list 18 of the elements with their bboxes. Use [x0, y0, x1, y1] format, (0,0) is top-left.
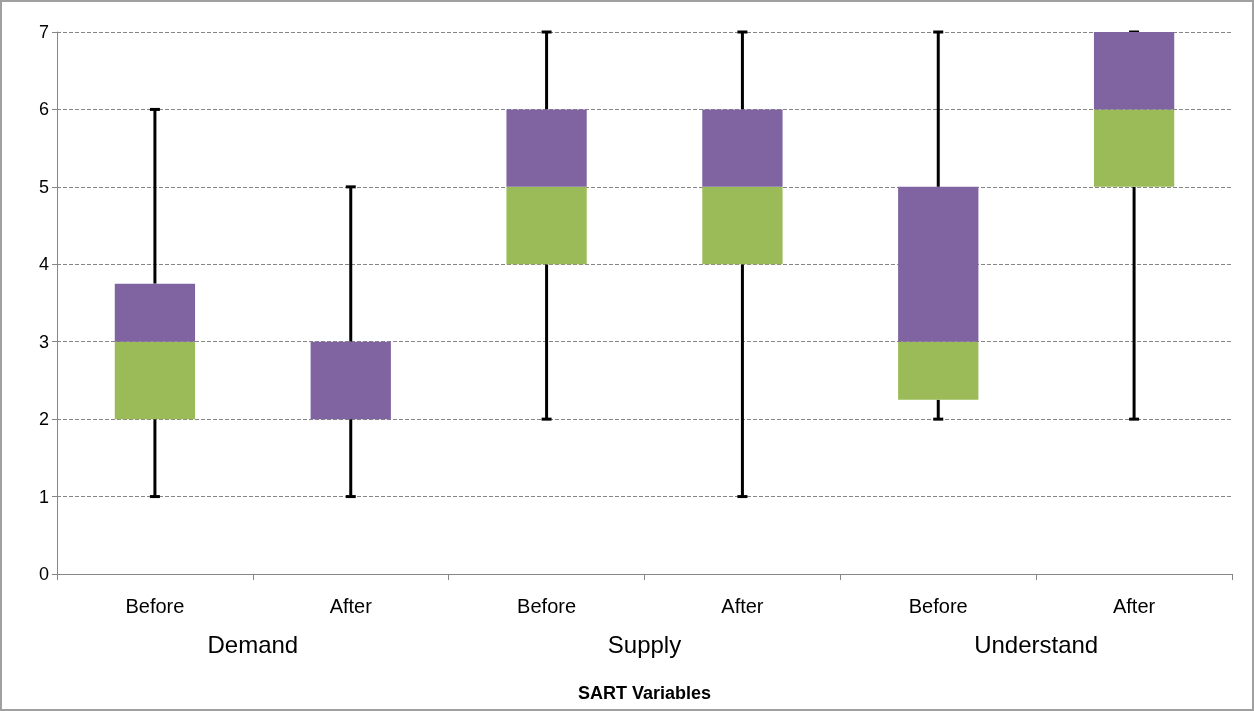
x-tick-label: Before [908, 595, 968, 617]
x-tick-label: After [721, 595, 764, 617]
x-tick-label: Before [517, 595, 577, 617]
y-tick-label: 0 [38, 564, 49, 584]
x-tick-label: After [1112, 595, 1156, 617]
y-tick-label: 7 [38, 22, 49, 42]
y-tick-label: 1 [38, 486, 49, 507]
y-tick-label: 4 [38, 254, 49, 275]
y-tick-label: 2 [38, 409, 49, 430]
x-axis-title: SART Variables [577, 683, 712, 703]
y-tick-label: 5 [38, 176, 49, 197]
text: Demand [207, 630, 299, 658]
text: Understand [974, 630, 1099, 658]
x-tick-label: After [329, 595, 373, 617]
text: Supply [607, 630, 682, 658]
y-tick-label: 3 [38, 331, 49, 352]
x-tick-label: Before [125, 595, 185, 617]
y-tick-label: 6 [38, 99, 49, 120]
